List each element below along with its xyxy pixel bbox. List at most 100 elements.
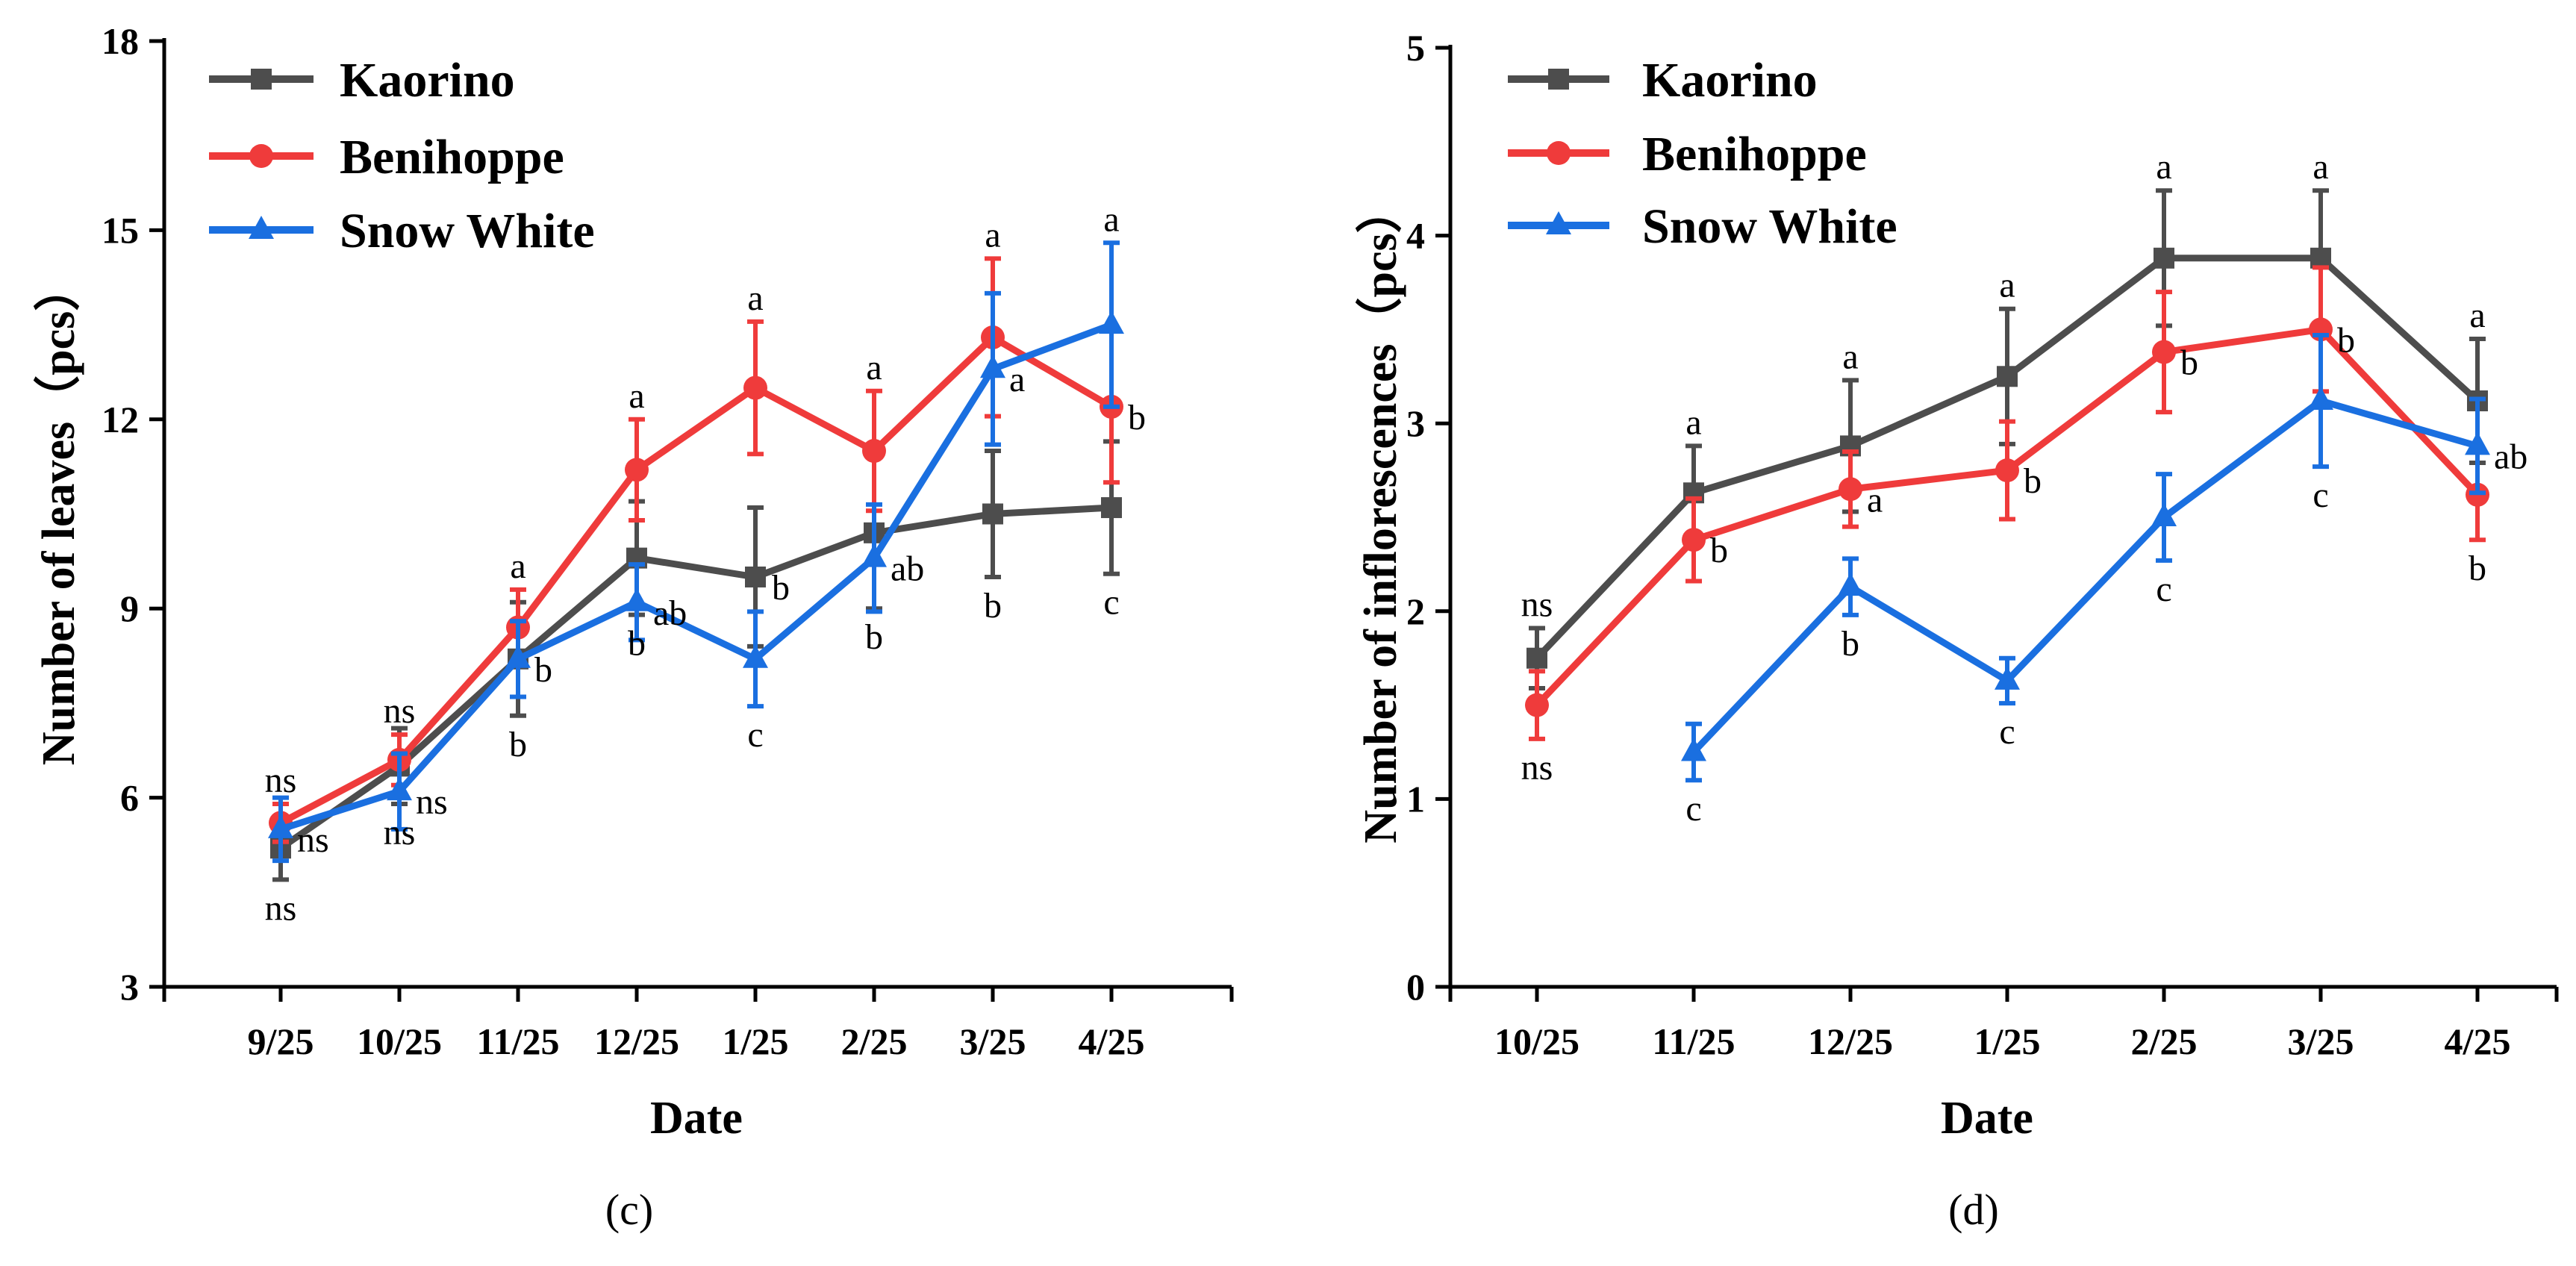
x-axis-title: Date (650, 1093, 743, 1144)
data-point (982, 503, 1003, 525)
x-tick-label: 1/25 (1974, 1020, 2041, 1062)
significance-letter: b (865, 617, 883, 657)
significance-letter: a (2313, 147, 2328, 187)
series-line (278, 504, 1112, 851)
significance-letter: ns (416, 782, 448, 822)
significance-letter: ns (384, 691, 416, 731)
y-axis-title: Number of leaves（pcs） (32, 265, 84, 765)
x-tick-label: 10/25 (357, 1020, 442, 1062)
significance-letter: c (747, 715, 763, 755)
data-point (2465, 431, 2490, 455)
y-tick-label: 4 (1406, 215, 1425, 257)
y-tick-label: 18 (102, 20, 139, 62)
data-point (1101, 497, 1122, 519)
legend-label: Kaorino (1642, 53, 1818, 107)
y-tick-label: 3 (1406, 402, 1425, 444)
legend-marker (1548, 69, 1569, 90)
series-snow-white (1681, 332, 2490, 783)
significance-letter: a (1867, 480, 1883, 520)
significance-letter: b (2337, 320, 2355, 360)
significance-letter: c (1999, 712, 2015, 752)
x-tick-label: 1/25 (723, 1020, 789, 1062)
data-point (624, 587, 649, 611)
x-tick-label: 10/25 (1494, 1020, 1579, 1062)
x-tick-label: 2/25 (841, 1020, 908, 1062)
significance-letter: b (2180, 343, 2198, 383)
significance-letter: ns (265, 761, 297, 800)
data-point (1099, 311, 1124, 334)
series-snow-white (268, 240, 1124, 864)
x-tick-label: 12/25 (1808, 1020, 1893, 1062)
significance-letter: ab (891, 549, 924, 589)
series-line (1691, 397, 2479, 755)
legend-marker (249, 216, 274, 239)
y-tick-label: 6 (120, 777, 139, 819)
significance-letter: c (1685, 789, 1701, 829)
y-tick-label: 3 (120, 966, 139, 1008)
x-tick-label: 11/25 (1652, 1020, 1735, 1062)
data-point (505, 644, 531, 668)
y-tick-label: 12 (102, 399, 139, 440)
y-tick-label: 1 (1406, 778, 1425, 820)
data-point (2154, 247, 2174, 269)
significance-letter: ab (2494, 437, 2527, 476)
y-tick-label: 0 (1406, 966, 1425, 1008)
series-line (279, 321, 1113, 833)
panel-caption: (c) (605, 1185, 653, 1234)
data-point (387, 777, 412, 801)
significance-letter: b (2024, 461, 2042, 501)
y-axis-title: Number of inflorescences（pcs） (1354, 187, 1406, 843)
significance-letter: ns (384, 813, 416, 852)
legend-marker (251, 69, 272, 90)
data-point (1682, 528, 1706, 552)
x-tick-label: 4/25 (2445, 1020, 2511, 1062)
data-point (2308, 387, 2333, 411)
y-tick-label: 15 (102, 209, 139, 251)
y-tick-label: 2 (1406, 590, 1425, 632)
legend-marker (1547, 141, 1571, 165)
legend-label: Benihoppe (340, 130, 564, 184)
significance-letter: ns (297, 820, 329, 860)
significance-letter: b (509, 725, 527, 764)
significance-letter: a (1103, 199, 1119, 239)
data-point (1525, 693, 1549, 717)
significance-letter: b (772, 568, 790, 608)
x-tick-label: 11/25 (476, 1020, 559, 1062)
y-tick-label: 5 (1406, 27, 1425, 69)
x-tick-label: 12/25 (594, 1020, 679, 1062)
significance-letter: b (1710, 531, 1728, 570)
data-point (1995, 458, 2019, 483)
data-point (2151, 503, 2177, 526)
data-point (862, 439, 886, 464)
significance-letter: a (866, 348, 882, 387)
data-point (1839, 477, 1862, 502)
legend-marker (249, 144, 273, 168)
data-point (980, 355, 1005, 378)
data-point (1526, 647, 1547, 669)
x-tick-label: 2/25 (2131, 1020, 2198, 1062)
data-point (743, 644, 768, 668)
significance-letter: b (534, 650, 552, 690)
y-tick-label: 9 (120, 587, 139, 629)
x-tick-label: 9/25 (248, 1020, 314, 1062)
significance-letter: a (2469, 296, 2485, 335)
data-point (1681, 738, 1706, 761)
data-point (1995, 666, 2020, 690)
legend-label: Benihoppe (1642, 127, 1867, 181)
significance-letter: c (1103, 583, 1119, 623)
significance-letter: ns (1521, 748, 1553, 788)
data-point (2152, 340, 2176, 364)
data-point (861, 543, 887, 567)
data-point (625, 458, 649, 482)
data-point (1997, 366, 2018, 387)
x-axis-title: Date (1941, 1093, 2033, 1144)
legend-label: Snow White (340, 204, 595, 258)
panel-d-inflorescences-chart: 0 1 2 3 4 5 10/25 11/25 12/25 1/25 2/25 3/25 4/25 Num… (1354, 27, 2559, 1234)
significance-letter: a (1009, 360, 1025, 399)
data-point (745, 566, 766, 587)
legend-marker (1546, 211, 1571, 234)
significance-letter: a (985, 215, 1000, 255)
legend-label: Snow White (1642, 199, 1897, 254)
legend-label: Kaorino (340, 53, 515, 107)
series-benihoppe (1525, 265, 2489, 741)
